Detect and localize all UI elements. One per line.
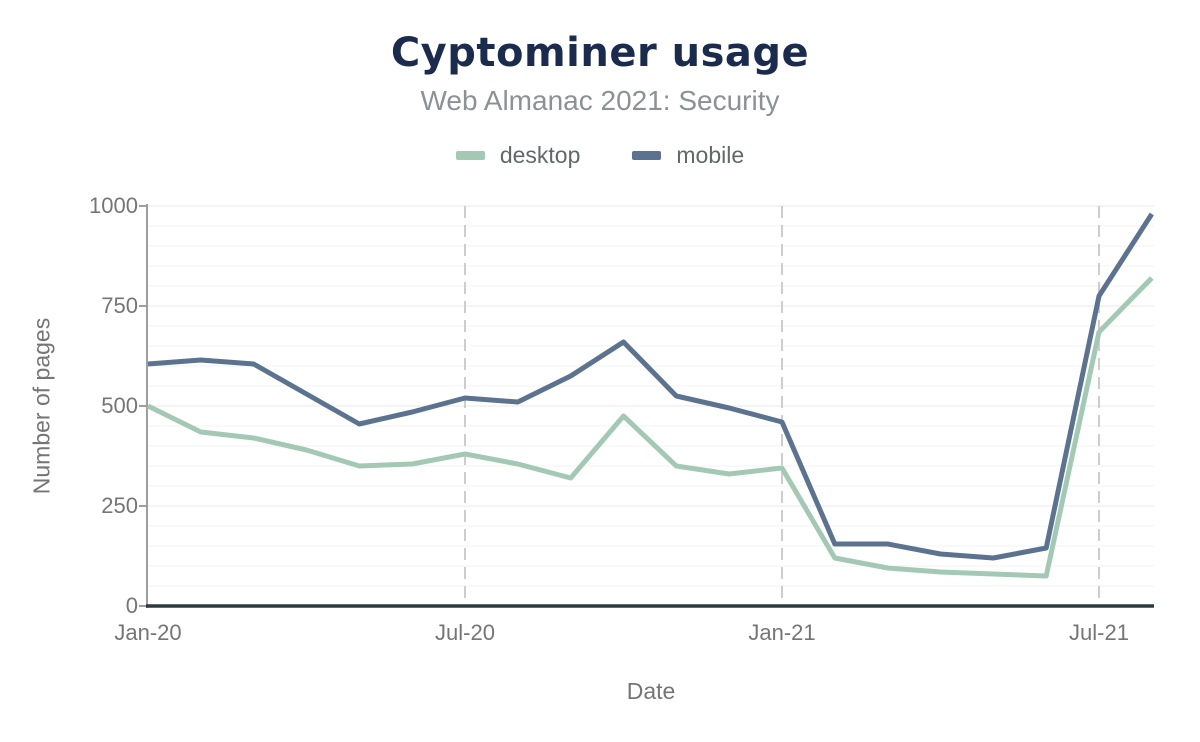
legend-item-mobile: mobile: [632, 142, 744, 169]
y-axis-title: Number of pages: [28, 317, 55, 495]
y-tick-label: 750: [101, 293, 138, 318]
y-tick-label: 1000: [89, 193, 138, 218]
y-tick-label: 250: [101, 493, 138, 518]
legend-label-mobile: mobile: [676, 142, 745, 168]
y-tick-label: 0: [125, 593, 138, 618]
y-tick-label: 500: [101, 393, 138, 418]
x-tick-label: Jan-21: [748, 620, 816, 645]
legend-swatch-desktop: [455, 151, 485, 160]
x-tick-label: Jan-20: [114, 620, 182, 645]
x-axis-title: Date: [626, 678, 676, 704]
x-tick-label: Jul-20: [435, 620, 495, 645]
series-line-desktop: [146, 276, 1154, 579]
chart-subtitle: Web Almanac 2021: Security: [420, 85, 780, 116]
legend-label-desktop: desktop: [499, 142, 581, 168]
chart-title: Cyptominer usage: [390, 30, 810, 76]
legend-item-desktop: desktop: [455, 142, 581, 169]
legend-swatch-mobile: [632, 151, 662, 160]
x-tick-label: Jul-21: [1069, 620, 1129, 645]
series-line-mobile: [147, 212, 1154, 561]
legend: desktop mobile: [0, 142, 1200, 169]
